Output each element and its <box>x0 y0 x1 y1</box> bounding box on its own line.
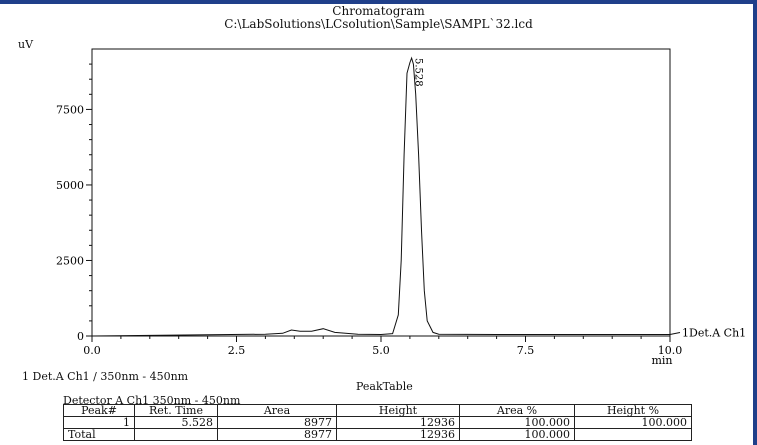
series-group: 1Det.A Ch1 <box>91 56 746 339</box>
peak-table-header-cell: Ret. Time <box>134 404 218 417</box>
annotation-group: 5.528 <box>413 58 424 87</box>
peak-table-header-cell: Area <box>217 404 337 417</box>
peak-table-cell: Total <box>63 428 135 441</box>
peak-table-cell: 12936 <box>336 416 460 429</box>
series-line <box>91 56 670 337</box>
peak-table-cell: 8977 <box>217 428 337 441</box>
y-tick-label: 0 <box>77 330 84 343</box>
peak-table-header-cell: Height % <box>574 404 692 417</box>
peak-table-detector: Detector A Ch1 350nm - 450nm <box>63 394 241 407</box>
y-axis-label: uV <box>18 38 34 51</box>
detector-legend: 1 Det.A Ch1 / 350nm - 450nm <box>22 370 189 383</box>
chart-title: Chromatogram <box>332 4 425 18</box>
x-tick-label: 0.0 <box>83 344 101 357</box>
peak-table-cell: 5.528 <box>134 416 218 429</box>
series-leader-line <box>669 331 681 335</box>
x-tick-label: 10.0 <box>658 344 683 357</box>
window-frame-top <box>0 0 757 4</box>
peak-table-cell: 8977 <box>217 416 337 429</box>
peak-table-cell: 100.000 <box>574 416 692 429</box>
peak-table-header: Peak# Ret. Time Area Height Area % Height % <box>63 404 692 417</box>
peak-annotation: 5.528 <box>413 58 424 87</box>
peak-table-header-cell: Height <box>336 404 460 417</box>
plot-area <box>91 48 671 337</box>
x-tick-label: 5.0 <box>372 344 390 357</box>
file-path: C:\LabSolutions\LCsolution\Sample\SAMPL`… <box>224 17 533 31</box>
peak-table-cell <box>134 428 218 441</box>
x-tick-label: 2.5 <box>228 344 246 357</box>
series-label: 1Det.A Ch1 <box>682 326 746 339</box>
peak-table-cell: 100.000 <box>459 416 575 429</box>
y-axis-ticks: 0 2500 5000 7500 <box>56 63 92 343</box>
window-frame-right <box>753 0 757 445</box>
peak-table-body: 1 5.528 8977 12936 100.000 100.000 Total 8977 12… <box>63 416 692 441</box>
peak-table-cell <box>574 428 692 441</box>
y-tick-label: 5000 <box>56 179 84 192</box>
peak-table-header-cell: Area % <box>459 404 575 417</box>
peak-table-total-row: Total 8977 12936 100.000 <box>63 428 692 441</box>
peak-table-cell: 100.000 <box>459 428 575 441</box>
peak-table-cell: 12936 <box>336 428 460 441</box>
x-axis-label: min <box>651 354 672 367</box>
peak-table: Peak# Ret. Time Area Height Area % Height % 1… <box>63 404 692 441</box>
y-tick-label: 2500 <box>56 254 84 267</box>
table-row: 1 5.528 8977 12936 100.000 100.000 <box>63 416 692 429</box>
y-tick-label: 7500 <box>56 103 84 116</box>
peak-table-cell: 1 <box>63 416 135 429</box>
x-tick-label: 7.5 <box>517 344 535 357</box>
peak-table-title: PeakTable <box>356 380 413 393</box>
peak-table-header-cell: Peak# <box>63 404 135 417</box>
